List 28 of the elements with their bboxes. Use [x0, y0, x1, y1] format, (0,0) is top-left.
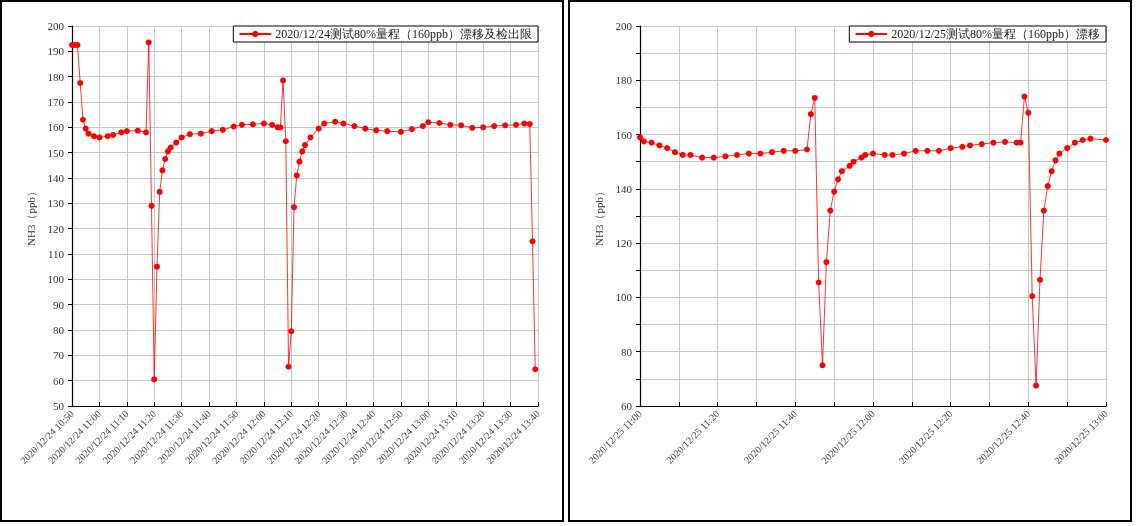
y-tick-label: 140 — [47, 172, 65, 184]
y-tick-label: 120 — [47, 222, 65, 235]
y-tick-label: 100 — [615, 291, 633, 304]
y-tick-label: 70 — [53, 349, 65, 362]
legend-label: 2020/12/25测试80%量程（160ppb）漂移 — [891, 27, 1101, 41]
y-tick-label: 200 — [47, 20, 65, 32]
y-tick-label: 120 — [615, 237, 633, 250]
y-tick-label: 180 — [47, 70, 65, 83]
y-tick-label: 80 — [53, 324, 65, 336]
y-tick-label: 170 — [47, 96, 65, 108]
y-tick-label: 50 — [53, 400, 65, 412]
y-tick-label: 100 — [47, 273, 65, 286]
y-tick-label: 190 — [47, 45, 65, 58]
y-tick-label: 150 — [47, 146, 65, 159]
y-tick-label: 60 — [53, 374, 65, 387]
y-axis-title: NH3（ppb） — [592, 186, 605, 246]
legend-label: 2020/12/24测试80%量程（160ppb）漂移及检出限 — [275, 27, 533, 41]
y-tick-label: 140 — [615, 182, 633, 195]
y-tick-label: 160 — [615, 128, 633, 141]
y-axis-title: NH3（ppb） — [24, 186, 37, 246]
y-tick-label: 200 — [615, 20, 633, 32]
y-tick-label: 90 — [53, 298, 65, 311]
y-tick-label: 60 — [621, 400, 633, 412]
y-tick-label: 130 — [47, 197, 65, 210]
y-tick-label: 110 — [47, 248, 65, 260]
y-tick-label: 80 — [621, 345, 633, 358]
y-tick-label: 160 — [47, 121, 65, 134]
y-tick-label: 180 — [615, 74, 633, 87]
